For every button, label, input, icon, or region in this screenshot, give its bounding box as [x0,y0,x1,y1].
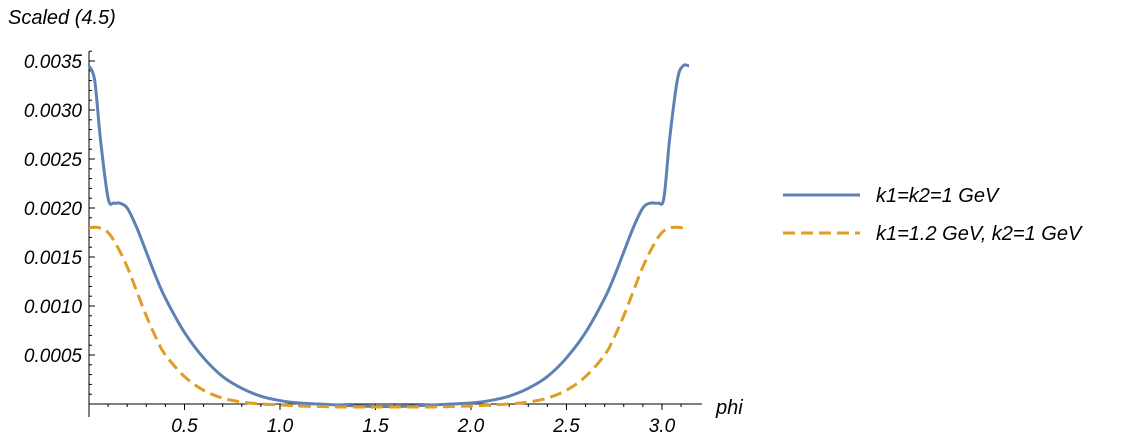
y-tick-label: 0.0025 [24,150,83,171]
y-tick-label: 0.0015 [24,248,83,269]
legend: k1=k2=1 GeV k1=1.2 GeV, k2=1 GeV [783,185,1083,245]
series-line-2 [88,225,689,409]
y-tick-label: 0.0020 [24,199,83,220]
x-tick-label: 3.0 [649,416,676,437]
axes: 0.5 1.0 1.5 2.0 2.5 3.0 0.0005 0.0010 0.0015 0.00… [24,50,702,437]
x-tick-label: 2.5 [552,416,580,437]
x-tick-label: 1.5 [362,416,389,437]
y-tick-label: 0.0005 [24,346,83,367]
legend-label-2: k1=1.2 GeV, k2=1 GeV [876,223,1083,245]
x-tick-label: 2.0 [457,416,485,437]
y-tick-label: 0.0030 [24,101,83,122]
y-axis-title: Scaled (4.5) [8,7,116,29]
x-tick-label: 1.0 [267,416,294,437]
x-tick-label: 0.5 [171,416,198,437]
y-tick-label: 0.0035 [24,52,83,73]
series-line-1 [87,63,690,408]
x-axis-title: phi [715,397,743,419]
series-layer [87,63,690,409]
y-tick-label: 0.0010 [24,297,83,318]
legend-label-1: k1=k2=1 GeV [876,185,1000,207]
